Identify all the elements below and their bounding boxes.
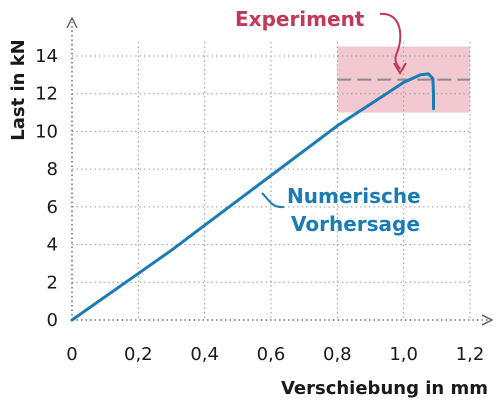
y-tick-label: 10: [35, 121, 58, 142]
y-tick-label: 0: [47, 310, 58, 331]
experiment-label: Experiment: [235, 7, 365, 31]
y-axis-label: Last in kN: [8, 39, 29, 141]
y-tick-label: 12: [35, 84, 58, 105]
series-label-line1: Numerische: [287, 184, 421, 208]
series-line: [70, 72, 435, 322]
y-tick-label: 14: [35, 46, 58, 67]
y-tick-label: 2: [47, 272, 58, 293]
y-axis-arrow: [66, 16, 78, 29]
x-tick-label: 0,6: [257, 344, 286, 365]
series-label-connector: [261, 192, 285, 209]
x-tick-label: 0,4: [190, 344, 219, 365]
experiment-arrow: [379, 12, 402, 70]
y-tick-label: 6: [47, 197, 58, 218]
x-axis-arrow: [481, 314, 494, 326]
experiment-arrowhead: [393, 62, 407, 75]
y-tick-label: 8: [47, 159, 58, 180]
x-axis-label: Verschiebung in mm: [281, 378, 488, 399]
x-tick-label: 0,8: [323, 344, 352, 365]
x-tick-label: 0,2: [124, 344, 153, 365]
series-label-line2: Vorhersage: [291, 212, 420, 236]
y-tick-label: 4: [47, 235, 58, 256]
x-tick-label: 1,2: [456, 344, 485, 365]
x-tick-label: 0: [66, 344, 77, 365]
x-tick-label: 1,0: [389, 344, 418, 365]
